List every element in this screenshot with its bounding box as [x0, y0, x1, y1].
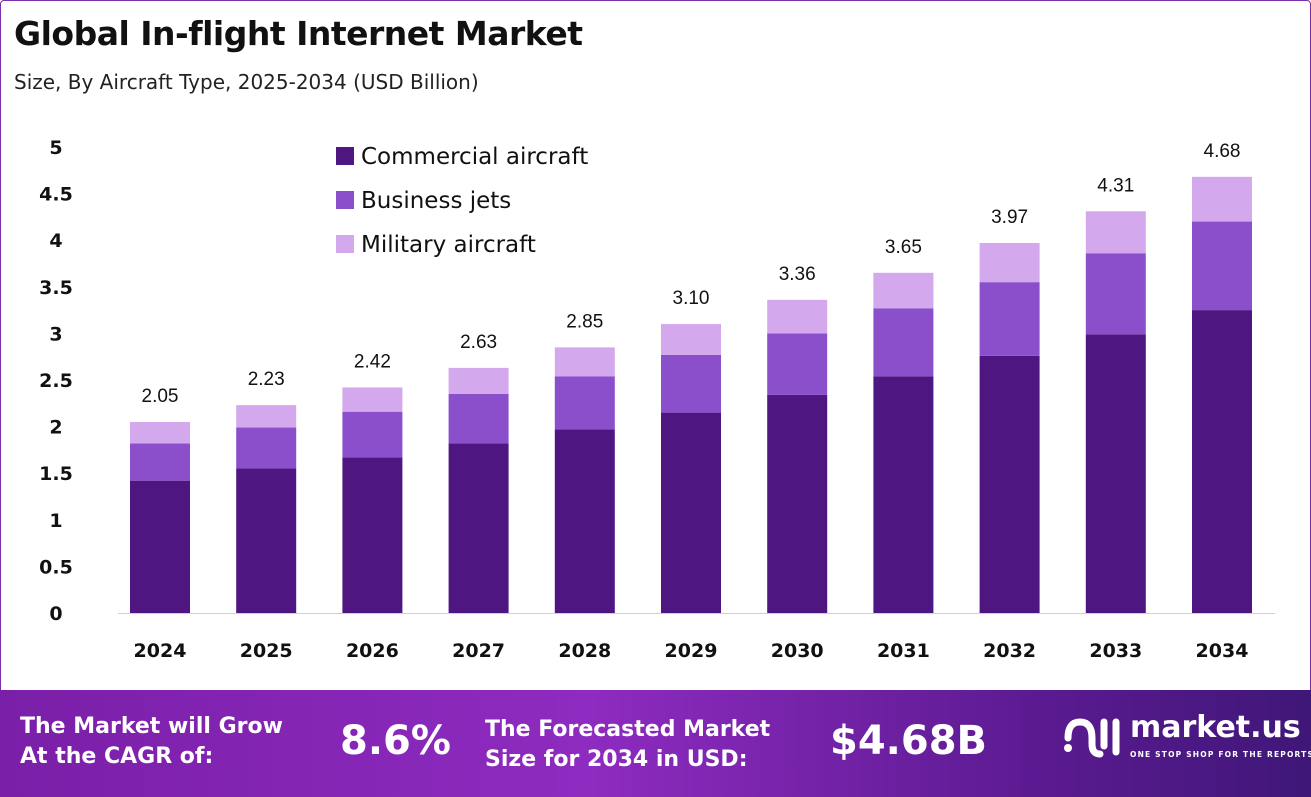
- x-tick-label: 2028: [558, 640, 611, 662]
- x-tick-label: 2025: [240, 640, 293, 662]
- bar-segment-military-aircraft: [554, 347, 615, 377]
- bar-segment-commercial-aircraft: [554, 429, 615, 613]
- y-tick-label: 1.5: [39, 463, 73, 485]
- bar-segment-commercial-aircraft: [236, 468, 297, 613]
- bar-total-label: 3.97: [991, 207, 1028, 228]
- y-tick-label: 1: [49, 510, 62, 532]
- logo-name: market.us: [1130, 710, 1301, 745]
- bar-total-label: 3.36: [779, 264, 816, 285]
- y-tick-label: 4: [49, 230, 62, 252]
- bar-segment-business-jets: [130, 443, 190, 481]
- y-tick-label: 5: [49, 137, 62, 159]
- y-tick-label: 3: [49, 323, 62, 345]
- forecast-label: The Forecasted Market Size for 2034 in U…: [485, 717, 771, 772]
- bar-segment-commercial-aircraft: [1192, 310, 1252, 613]
- legend-swatch: [336, 235, 354, 253]
- bar-total-label: 3.65: [885, 237, 922, 258]
- logo-tagline: ONE STOP SHOP FOR THE REPORTS: [1130, 750, 1311, 759]
- bar-segment-business-jets: [873, 308, 934, 377]
- stacked-bar-chart: 0 0.5 1 1.5 2 2.5 3 3.5 4 4.5 5 2.05 2024 2.23 2025 2.4…: [39, 137, 1275, 662]
- x-tick-label: 2034: [1196, 640, 1249, 662]
- market-us-logo: market.us ONE STOP SHOP FOR THE REPORTS: [1060, 708, 1311, 768]
- y-tick-label: 2.5: [39, 370, 73, 392]
- bar-segment-commercial-aircraft: [1085, 334, 1146, 613]
- bar-segment-military-aircraft: [1192, 176, 1252, 222]
- bar-segment-commercial-aircraft: [873, 376, 934, 613]
- x-tick-label: 2032: [983, 640, 1036, 662]
- bar-segment-commercial-aircraft: [661, 412, 721, 613]
- x-tick-label: 2033: [1089, 640, 1142, 662]
- x-tick-label: 2031: [877, 640, 930, 662]
- bar-segment-commercial-aircraft: [342, 457, 403, 613]
- y-tick-label: 3.5: [39, 277, 73, 299]
- bar-segment-commercial-aircraft: [448, 443, 509, 613]
- x-tick-label: 2027: [452, 640, 505, 662]
- bar-total-label: 2.23: [248, 369, 285, 390]
- x-tick-label: 2029: [665, 640, 718, 662]
- logo-mark-icon: [1064, 718, 1120, 758]
- bar-total-label: 4.68: [1204, 141, 1241, 162]
- y-tick-label: 4.5: [39, 184, 73, 206]
- bar-segment-business-jets: [767, 333, 828, 395]
- legend-label: Military aircraft: [361, 232, 536, 258]
- bar-segment-business-jets: [236, 427, 297, 469]
- bar-segment-business-jets: [1085, 253, 1146, 335]
- x-tick-label: 2026: [346, 640, 399, 662]
- bar-segment-business-jets: [1192, 221, 1252, 311]
- bar-segment-commercial-aircraft: [767, 394, 828, 613]
- legend-label: Business jets: [361, 188, 511, 214]
- bar-total-label: 3.10: [673, 288, 710, 309]
- legend-swatch: [336, 191, 354, 209]
- chart-title: Global In-flight Internet Market: [14, 14, 583, 53]
- bar-total-label: 2.85: [566, 311, 603, 332]
- y-tick-label: 0: [49, 603, 62, 625]
- bar-segment-military-aircraft: [1085, 211, 1146, 254]
- y-tick-label: 2: [49, 417, 62, 439]
- bar-segment-military-aircraft: [767, 299, 828, 334]
- bar-segment-military-aircraft: [448, 367, 509, 394]
- bar-segment-commercial-aircraft: [130, 480, 190, 613]
- bar-segment-military-aircraft: [236, 405, 297, 428]
- bar-total-label: 2.05: [142, 386, 179, 407]
- bar-segment-business-jets: [342, 411, 403, 458]
- y-tick-label: 0.5: [39, 556, 73, 578]
- bar-segment-business-jets: [554, 376, 615, 430]
- bar-segment-military-aircraft: [342, 387, 403, 412]
- x-tick-label: 2030: [771, 640, 824, 662]
- x-tick-label: 2024: [134, 640, 187, 662]
- bar-total-label: 2.63: [460, 332, 497, 353]
- legend-label: Commercial aircraft: [361, 144, 588, 170]
- legend-swatch: [336, 147, 354, 165]
- bar-segment-military-aircraft: [130, 421, 190, 444]
- bar-segment-military-aircraft: [873, 272, 934, 309]
- footer-banner: The Market will Grow At the CAGR of: 8.6…: [0, 690, 1311, 797]
- cagr-label: The Market will Grow At the CAGR of:: [20, 714, 283, 769]
- bar-segment-commercial-aircraft: [979, 355, 1040, 613]
- bar-segment-military-aircraft: [661, 324, 721, 355]
- bar-total-label: 4.31: [1097, 175, 1134, 196]
- chart-subtitle: Size, By Aircraft Type, 2025-2034 (USD B…: [14, 70, 479, 94]
- bar-segment-business-jets: [661, 354, 721, 413]
- bar-segment-business-jets: [979, 282, 1040, 356]
- forecast-value: $4.68B: [830, 718, 988, 764]
- bar-segment-business-jets: [448, 393, 509, 444]
- cagr-value: 8.6%: [340, 718, 451, 764]
- bar-segment-military-aircraft: [979, 242, 1040, 283]
- bar-total-label: 2.42: [354, 351, 391, 372]
